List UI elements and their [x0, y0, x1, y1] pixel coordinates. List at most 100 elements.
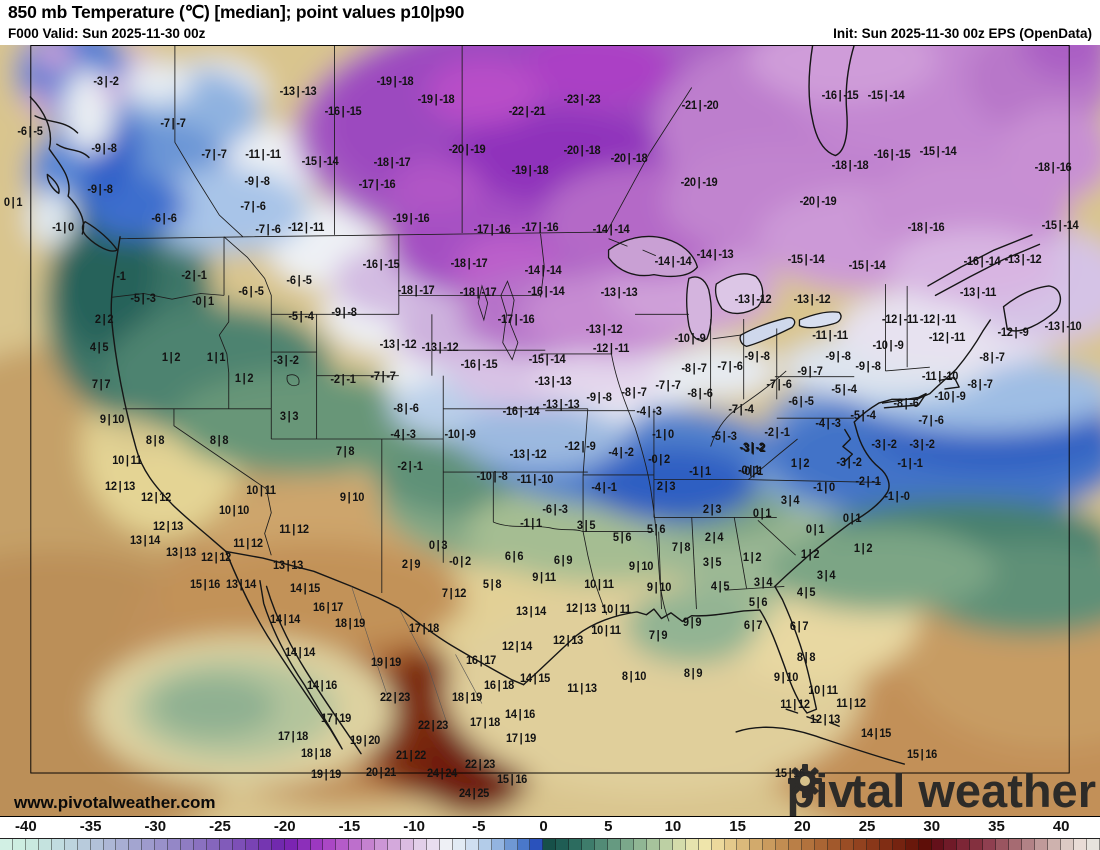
- colorbar-segment: [426, 839, 440, 850]
- point-value: -20 | -18: [563, 145, 601, 157]
- point-value: -0 | 2: [648, 454, 670, 466]
- point-value: -2 | -1: [764, 427, 790, 439]
- point-value: -13 | -11: [959, 287, 997, 299]
- point-value: -14 | -14: [592, 224, 630, 236]
- brand-watermark: piv tal weather: [787, 763, 1096, 816]
- point-value: -16 | -14: [527, 286, 565, 298]
- colorbar-segment: [38, 839, 52, 850]
- point-value: 7 | 12: [441, 588, 467, 600]
- point-value: 1 | 1: [206, 352, 226, 364]
- colorbar-segment: [439, 839, 453, 850]
- colorbar-segment: [1009, 839, 1023, 850]
- point-value: -3 | -2: [836, 457, 862, 469]
- colorbar-segment: [51, 839, 65, 850]
- point-value: -19 | -18: [417, 94, 455, 106]
- colorbar-segment: [828, 839, 841, 850]
- point-value: -15 | -14: [1041, 220, 1079, 232]
- point-value: 3 | 5: [576, 520, 596, 532]
- colorbar-segment: [905, 839, 919, 850]
- point-value: 6 | 7: [743, 620, 763, 632]
- point-value: -3 | -2: [871, 439, 897, 451]
- point-value: -4 | -3: [815, 418, 841, 430]
- colorbar-segment: [595, 839, 609, 850]
- colorbar-segment: [517, 839, 531, 850]
- point-value: 14 | 14: [269, 614, 301, 626]
- map-frame: [30, 45, 1070, 774]
- point-value: -19 | -16: [392, 213, 430, 225]
- colorbar-segment: [672, 839, 686, 850]
- colorbar-segment: [944, 839, 958, 850]
- point-value: -18 | -16: [907, 222, 945, 234]
- point-value: 1 | 2: [800, 549, 820, 561]
- point-value: 9 | 11: [532, 572, 556, 584]
- point-value: 11 | 12: [279, 524, 309, 536]
- point-values-layer: -3 | -2 -13 | -13 -6 | -5 -7 | -7 -16 | -15-…: [0, 45, 1100, 816]
- point-value: 9 | 10: [99, 414, 125, 426]
- colorbar-segment: [983, 839, 997, 850]
- point-value: 19 | 19: [370, 657, 402, 669]
- point-value: -14 | -13: [696, 249, 734, 261]
- point-value: -15 | -14: [919, 146, 957, 158]
- point-value: 12 | 14: [501, 641, 533, 653]
- point-value: -3 | -2: [739, 442, 765, 454]
- point-value: -13 | -10: [1044, 321, 1082, 333]
- point-value: -7 | -6: [255, 224, 281, 236]
- point-value: -4 | -1: [591, 482, 617, 494]
- point-value: -7 | -7: [160, 118, 186, 130]
- point-value: -15 | -14: [528, 354, 566, 366]
- colorbar-segment: [336, 839, 350, 850]
- point-value: 13 | 14: [515, 606, 547, 618]
- colorbar-segment: [25, 839, 39, 850]
- point-value: -7 | -4: [728, 404, 754, 416]
- point-value: -22 | -21: [508, 106, 546, 118]
- point-value: -6 | -3: [542, 504, 568, 516]
- point-value: -7 | -6: [240, 201, 266, 213]
- colorbar-segment: [763, 839, 777, 850]
- point-value: 1 | 2: [742, 552, 762, 564]
- point-value: -16 | -14: [963, 256, 1001, 268]
- point-value: 14 | 16: [306, 680, 338, 692]
- point-value: -2 | -1: [397, 461, 423, 473]
- point-value: -15 | -14: [867, 90, 905, 102]
- colorbar-tick: 10: [664, 818, 682, 835]
- brand-text-post: tal weather: [850, 764, 1096, 816]
- point-value: 3 | 4: [780, 495, 800, 507]
- colorbar-segment: [1060, 839, 1074, 850]
- colorbar-segment: [918, 839, 932, 850]
- colorbar-segment: [724, 839, 738, 850]
- point-value: 4 | 5: [710, 581, 730, 593]
- point-value: -19 | -18: [511, 165, 549, 177]
- colorbar-segment: [802, 839, 816, 850]
- colorbar-segment: [569, 839, 583, 850]
- point-value: -13 | -12: [585, 324, 623, 336]
- colorbar-segment: [646, 839, 660, 850]
- point-value: 12 | 13: [809, 714, 841, 726]
- point-value: -21 | -20: [681, 100, 719, 112]
- colorbar-segment: [414, 839, 427, 850]
- point-value: 22 | 23: [417, 720, 449, 732]
- point-value: 13 | 14: [129, 535, 161, 547]
- point-value: 15 | 16: [189, 579, 221, 591]
- point-value: -1: [116, 271, 126, 283]
- point-value: -1 | -1: [897, 458, 923, 470]
- point-value: 19 | 20: [349, 735, 381, 747]
- colorbar-segment: [90, 839, 104, 850]
- point-value: -1 | 0: [813, 482, 835, 494]
- point-value: 14 | 14: [284, 647, 316, 659]
- point-value: 19 | 19: [310, 769, 342, 781]
- colorbar-segment: [1086, 839, 1100, 850]
- colorbar-tick: -40: [15, 818, 37, 835]
- point-value: 8 | 10: [621, 671, 647, 683]
- point-value: 18 | 18: [300, 748, 332, 760]
- point-value: -16 | -15: [324, 106, 362, 118]
- point-value: 0 | 1: [805, 524, 825, 536]
- point-value: -13 | -13: [542, 399, 580, 411]
- point-value: -16 | -15: [873, 149, 911, 161]
- point-value: 9 | 10: [628, 561, 654, 573]
- point-value: 0 | 1: [3, 197, 23, 209]
- point-value: 16 | 17: [312, 602, 344, 614]
- point-value: -11 | -10: [516, 474, 554, 486]
- colorbar-segment: [103, 839, 117, 850]
- point-value: -4 | -3: [390, 429, 416, 441]
- point-value: -0 | 1: [741, 466, 763, 478]
